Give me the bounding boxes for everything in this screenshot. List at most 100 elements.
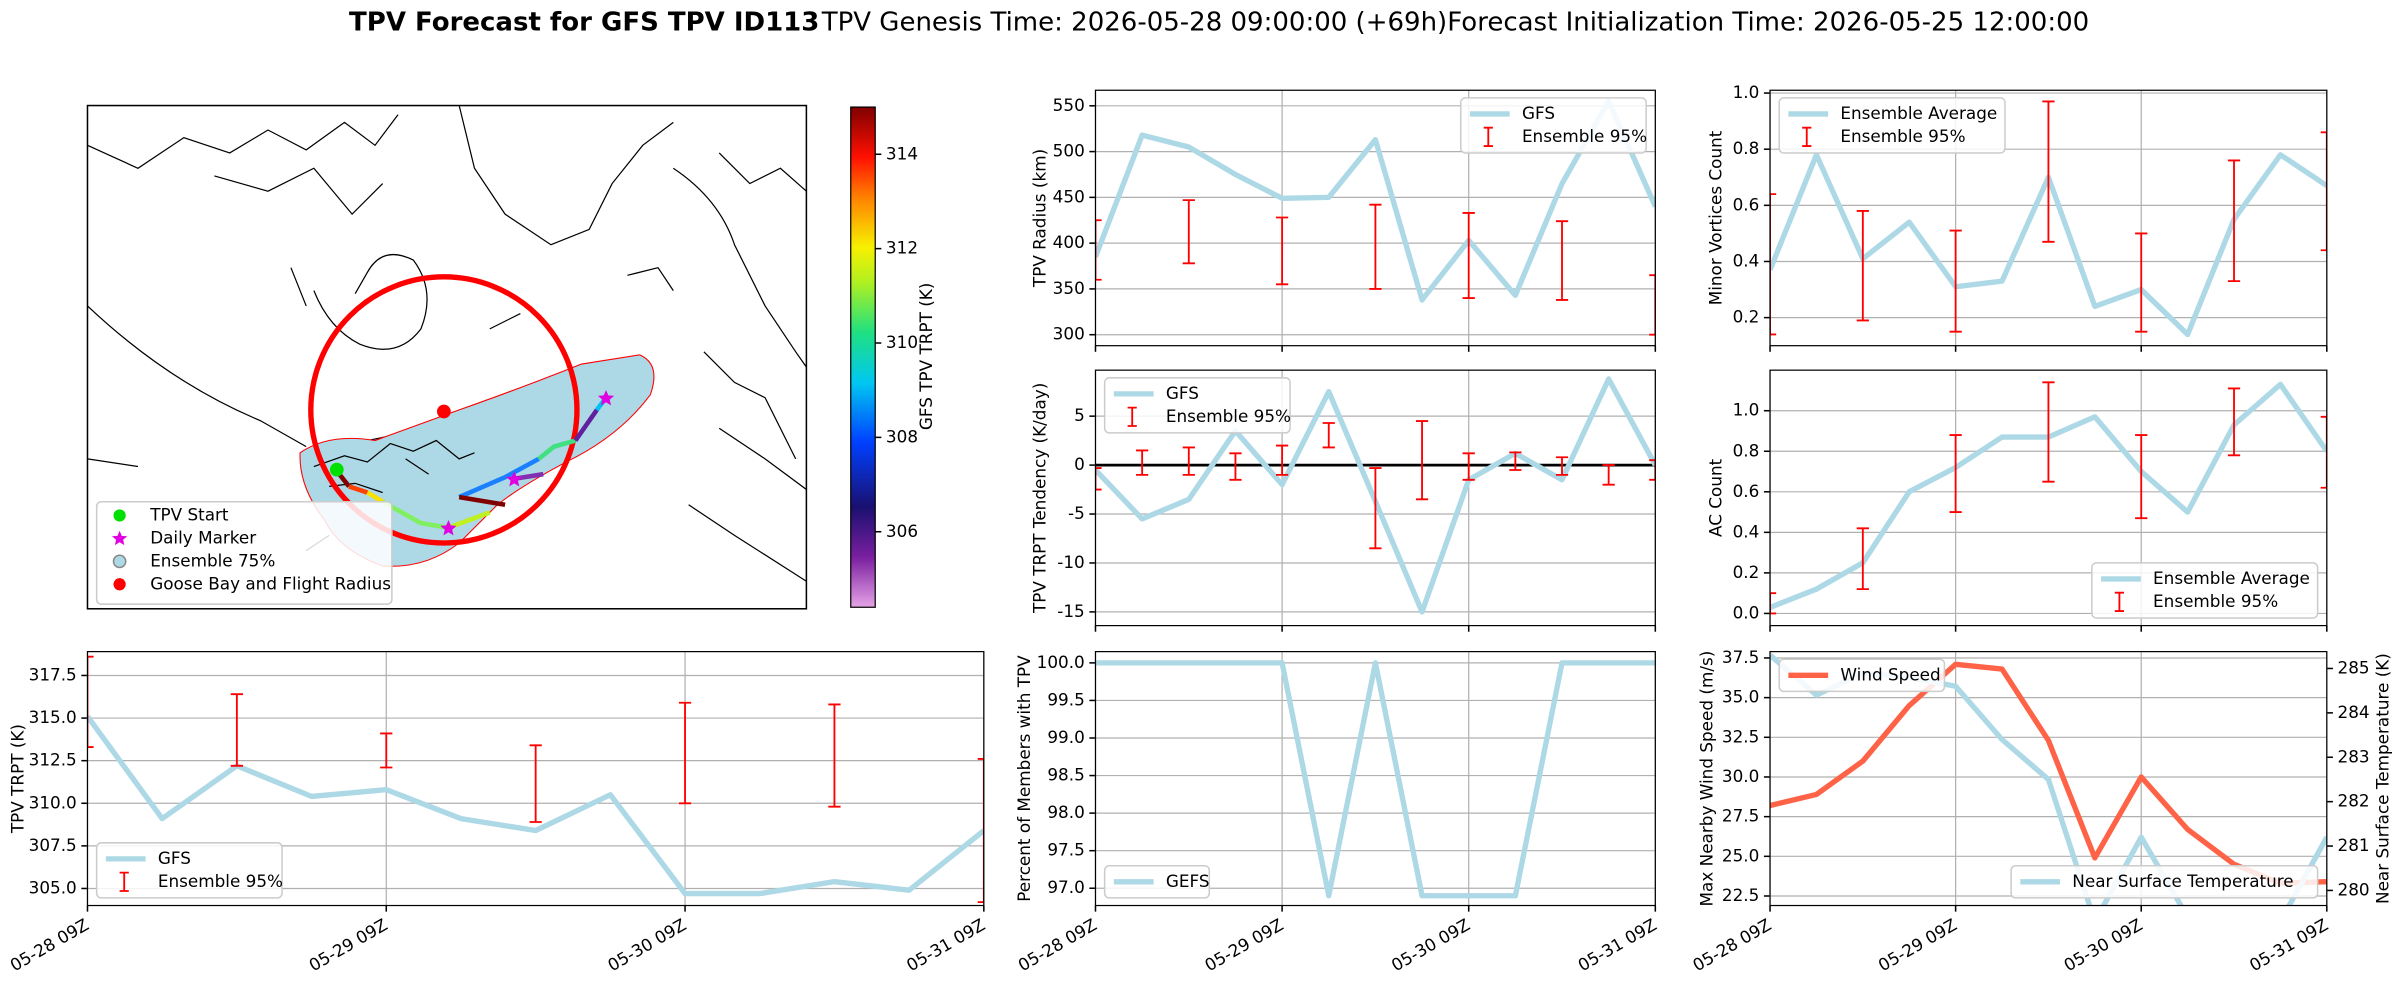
y-tick-label: 0.2 — [1733, 307, 1760, 327]
map-frame — [86, 104, 808, 610]
axes-frame — [1094, 89, 1656, 347]
data-line — [1770, 661, 2327, 886]
y-tick-label: 1.0 — [1733, 82, 1760, 102]
legend-label: GEFS — [1166, 871, 1210, 891]
goose-bay — [436, 404, 451, 419]
y-tick-label: 0.6 — [1733, 194, 1760, 214]
legend: GFS Ensemble 95% — [95, 842, 283, 899]
legend-box — [2010, 864, 2319, 899]
error-bar — [1369, 203, 1382, 290]
x-tick-label: 05-29 09Z — [305, 914, 390, 975]
error-bar — [529, 744, 542, 823]
y-tick-label: 305.0 — [29, 877, 77, 897]
y-tick-label: 98.5 — [1047, 765, 1084, 785]
error-bar — [1649, 274, 1656, 336]
y-tick-label: 400 — [1053, 232, 1085, 252]
map-legend-label: Ensemble 75% — [150, 550, 275, 570]
legend: Ensemble Average Ensemble 95% — [2091, 562, 2319, 619]
legend: Wind Speed — [1778, 658, 1946, 693]
y-tick-label: 312.5 — [29, 750, 77, 770]
error-bar — [2042, 100, 2055, 243]
error-bar — [1555, 456, 1569, 476]
legend-label: Ensemble 95% — [158, 871, 283, 891]
legend-label: Wind Speed — [1840, 664, 1940, 684]
legend: GFS Ensemble 95% — [1459, 97, 1647, 154]
error-bar — [2227, 159, 2241, 283]
legend-symbol — [1127, 406, 1137, 427]
axes-frame — [86, 650, 985, 907]
legend-box — [1103, 864, 1211, 899]
x-tick-label: 05-28 09Z — [1689, 914, 1774, 975]
y-tick-label: 37.5 — [1722, 647, 1759, 667]
legend: Near Surface Temperature — [2010, 864, 2319, 899]
error-bar — [1649, 459, 1656, 481]
title-genesis: TPV Genesis Time: 2026-05-28 09:00:00 (+… — [821, 7, 1448, 37]
error-bar — [1275, 444, 1289, 476]
y-tick-label: 0.2 — [1733, 562, 1760, 582]
y-tick-label: 99.5 — [1047, 689, 1084, 709]
legend-label: Ensemble 95% — [1522, 126, 1647, 146]
error-bar — [1509, 451, 1522, 471]
x-tick-label: 05-28 09Z — [1015, 914, 1100, 975]
y-tick-label: 99.0 — [1047, 727, 1084, 747]
y-axis-label: TPV TRPT (K) — [8, 724, 28, 834]
map-legend-label: Daily Marker — [150, 527, 256, 547]
error-bar — [2042, 381, 2055, 483]
y-axis-label: AC Count — [1706, 458, 1726, 537]
x-tick-label: 05-30 09Z — [1388, 914, 1473, 975]
y-axis-label: Minor Vortices Count — [1706, 130, 1726, 305]
legend-symbol — [1802, 126, 1812, 147]
y-tick-label: 0.6 — [1733, 481, 1760, 501]
x-tick-label: 05-28 09Z — [7, 914, 92, 975]
error-bar — [2227, 387, 2241, 457]
legend-symbol — [119, 871, 129, 892]
error-bar — [1182, 199, 1195, 265]
axes-frame — [1094, 369, 1656, 627]
map: TPV Start Daily Marker Ensemble 75% Goos… — [87, 105, 807, 609]
y2-tick-label: 282 — [2338, 791, 2370, 811]
y-tick-label: 450 — [1053, 186, 1085, 206]
colorbar-label: GFS TPV TRPT (K) — [916, 283, 936, 431]
legend-box — [2091, 562, 2319, 619]
y-tick-label: 307.5 — [29, 835, 77, 855]
error-bar — [977, 758, 984, 904]
y-tick-label: 35.0 — [1722, 687, 1759, 707]
y-axis-label: TPV TRPT Tendency (K/day) — [1029, 383, 1049, 614]
tpv-start — [329, 462, 344, 477]
y-tick-label: 0.8 — [1733, 138, 1760, 158]
x-tick-label: 05-31 09Z — [1574, 914, 1659, 975]
y-tick-label: 32.5 — [1722, 726, 1759, 746]
y-tick-label: -10 — [1057, 552, 1084, 572]
y-tick-label: 0.0 — [1733, 602, 1760, 622]
y-tick-label: 100.0 — [1037, 652, 1085, 672]
map-legend: TPV Start Daily Marker Ensemble 75% Goos… — [95, 500, 393, 605]
colorbar-tick-label: 308 — [886, 426, 918, 446]
y-tick-label: 0.4 — [1733, 521, 1760, 541]
error-bar — [1322, 422, 1335, 449]
coastline — [313, 439, 475, 494]
error-bar — [1229, 452, 1242, 481]
error-bar — [1949, 434, 1962, 513]
y2-tick-label: 280 — [2338, 879, 2370, 899]
y-tick-label: 30.0 — [1722, 766, 1759, 786]
error-bar — [2135, 232, 2148, 333]
legend-label: Near Surface Temperature — [2072, 871, 2293, 891]
y-tick-label: 317.5 — [29, 664, 77, 684]
error-bar — [2135, 434, 2148, 520]
colorbar-tick-label: 312 — [886, 238, 918, 258]
y-axis-label: TPV Radius (km) — [1029, 149, 1049, 288]
x-tick-label: 05-31 09Z — [903, 914, 988, 975]
x-tick-label: 05-31 09Z — [2246, 914, 2331, 975]
y-axis-label: Percent of Members with TPV — [1014, 655, 1034, 902]
error-bar — [2320, 415, 2327, 489]
error-bar — [87, 655, 94, 748]
daily-markers — [440, 390, 615, 536]
title-init: Forecast Initialization Time: 2026-05-25… — [1447, 7, 2089, 37]
axes-frame — [1094, 650, 1656, 907]
legend-symbol — [1483, 126, 1493, 147]
x-tick-label: 05-30 09Z — [604, 914, 689, 975]
y-tick-label: -15 — [1057, 601, 1084, 621]
error-bar — [1095, 219, 1102, 281]
axes-frame — [1769, 89, 2328, 347]
